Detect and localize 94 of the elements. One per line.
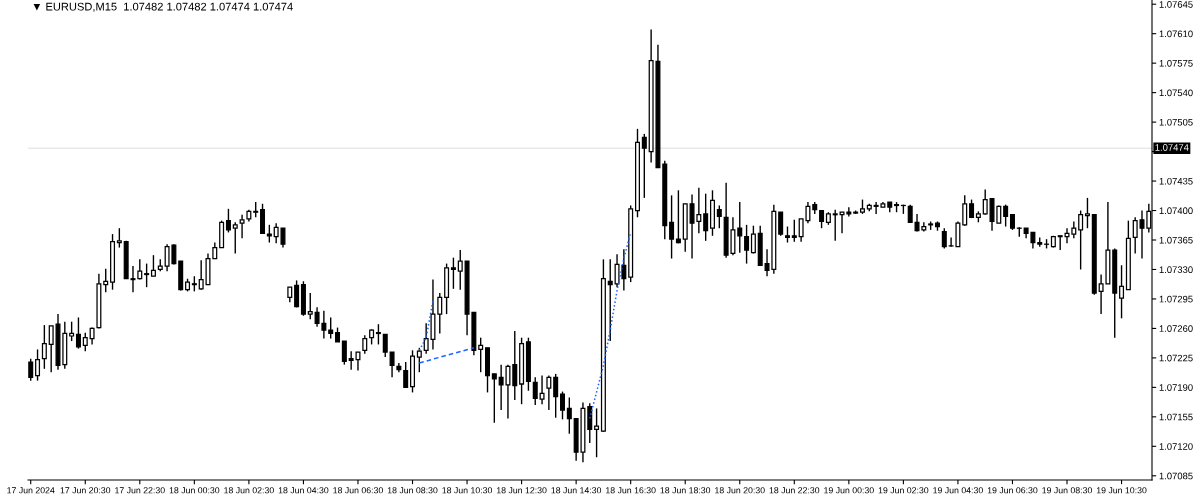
candlestick bbox=[962, 194, 968, 227]
candlestick bbox=[82, 331, 88, 352]
candlestick bbox=[75, 316, 81, 350]
y-tick-label: 1.07540 bbox=[1159, 89, 1193, 97]
x-tick-label: 18 Jun 12:30 bbox=[496, 487, 547, 494]
candlestick bbox=[560, 390, 566, 421]
y-tick-label: 1.07225 bbox=[1159, 354, 1193, 362]
y-tick-label: 1.07120 bbox=[1159, 443, 1193, 450]
y-tick-label: 1.07190 bbox=[1159, 384, 1193, 391]
candlestick bbox=[778, 211, 784, 237]
candlestick bbox=[450, 256, 456, 290]
x-tick-label: 19 Jun 10:30 bbox=[1096, 487, 1147, 494]
x-tick-label: 18 Jun 10:30 bbox=[442, 487, 493, 494]
candlestick bbox=[144, 262, 150, 288]
x-tick-label: 18 Jun 04:30 bbox=[278, 487, 329, 494]
candlestick bbox=[225, 208, 231, 234]
candlestick bbox=[553, 373, 559, 419]
x-tick-label: 18 Jun 20:30 bbox=[715, 487, 765, 494]
candlestick bbox=[703, 192, 709, 242]
candlestick bbox=[539, 374, 545, 405]
candlestick bbox=[328, 316, 334, 340]
x-tick-label: 19 Jun 00:30 bbox=[824, 487, 874, 494]
y-tick-label: 1.07155 bbox=[1159, 413, 1193, 421]
candlestick bbox=[675, 189, 681, 245]
y-tick-label: 1.07400 bbox=[1159, 207, 1193, 215]
candlestick bbox=[116, 227, 122, 249]
candlestick bbox=[362, 334, 368, 355]
x-tick-label: 18 Jun 02:30 bbox=[224, 487, 274, 494]
candlestick bbox=[607, 258, 613, 342]
candlestick bbox=[641, 133, 647, 199]
candlestick bbox=[716, 204, 722, 229]
candlestick bbox=[832, 208, 838, 242]
candlestick bbox=[307, 292, 313, 320]
x-tick-label: 18 Jun 06:30 bbox=[333, 487, 383, 494]
x-tick-label: 19 Jun 06:30 bbox=[987, 487, 1038, 494]
candlestick bbox=[260, 203, 266, 234]
candlestick bbox=[546, 374, 552, 411]
x-tick-label: 18 Jun 22:30 bbox=[769, 487, 820, 494]
candlestick bbox=[491, 373, 497, 424]
candlestick bbox=[750, 224, 756, 255]
y-tick-label: 1.07505 bbox=[1159, 118, 1193, 126]
x-tick-label: 19 Jun 04:30 bbox=[933, 487, 983, 494]
y-tick-label: 1.07085 bbox=[1159, 472, 1193, 480]
candlestick bbox=[389, 351, 395, 378]
candlestick bbox=[69, 320, 75, 342]
candlestick bbox=[478, 336, 484, 373]
candlestick bbox=[1119, 264, 1125, 320]
candlestick bbox=[941, 227, 947, 250]
chart-title: ▼ EURUSD,M15 1.07482 1.07482 1.07474 1.07474 bbox=[33, 2, 293, 12]
candlestick bbox=[294, 279, 300, 309]
candlestick bbox=[403, 361, 409, 389]
candlestick bbox=[457, 249, 463, 291]
y-tick-label: 1.07365 bbox=[1159, 236, 1193, 244]
candlestick bbox=[744, 224, 750, 265]
x-tick-label: 18 Jun 16:30 bbox=[606, 487, 656, 494]
x-tick-label: 17 Jun 20:30 bbox=[60, 487, 111, 494]
candlestick bbox=[375, 323, 381, 346]
candlestick bbox=[1078, 209, 1084, 271]
y-tick-label: 1.07295 bbox=[1159, 295, 1193, 303]
x-tick-label: 17 Jun 22:30 bbox=[115, 487, 165, 494]
x-tick-label: 19 Jun 08:30 bbox=[1042, 487, 1092, 494]
candlestick bbox=[28, 358, 34, 382]
candlestick bbox=[566, 396, 572, 435]
y-tick-label: 1.07330 bbox=[1159, 266, 1193, 273]
candlestick bbox=[532, 376, 538, 406]
candlestick bbox=[103, 267, 109, 293]
x-tick-label: 18 Jun 08:30 bbox=[387, 487, 438, 494]
y-tick-label: 1.07645 bbox=[1159, 1, 1193, 8]
candlestick bbox=[35, 348, 41, 382]
x-tick-label: 19 Jun 02:30 bbox=[878, 487, 929, 494]
candlestick bbox=[737, 201, 743, 254]
x-tick-label: 18 Jun 00:30 bbox=[169, 487, 220, 494]
candlestick bbox=[1084, 197, 1090, 229]
candlestick bbox=[341, 340, 347, 366]
x-tick-label: 18 Jun 14:30 bbox=[551, 487, 602, 494]
candlestick bbox=[1003, 203, 1009, 228]
candlestick bbox=[669, 194, 675, 260]
candlestick bbox=[587, 402, 593, 444]
candlestick bbox=[791, 219, 797, 243]
candlestick bbox=[41, 324, 47, 370]
candlestick bbox=[512, 330, 518, 401]
y-tick-label: 1.07575 bbox=[1159, 59, 1193, 67]
x-tick-label: 17 Jun 2024 bbox=[7, 487, 55, 494]
candlestick bbox=[416, 347, 422, 373]
ref-line-label: 1.07474 bbox=[1155, 144, 1189, 151]
x-tick-label: 18 Jun 18:30 bbox=[660, 487, 711, 494]
candlestick bbox=[594, 407, 600, 458]
candlestick bbox=[150, 254, 156, 277]
y-tick-label: 1.07260 bbox=[1159, 325, 1193, 332]
y-tick-label: 1.07610 bbox=[1159, 30, 1193, 38]
candlestick bbox=[437, 292, 443, 335]
candlestick bbox=[382, 333, 388, 358]
y-tick-label: 1.07435 bbox=[1159, 177, 1193, 185]
candlestick bbox=[232, 221, 238, 255]
